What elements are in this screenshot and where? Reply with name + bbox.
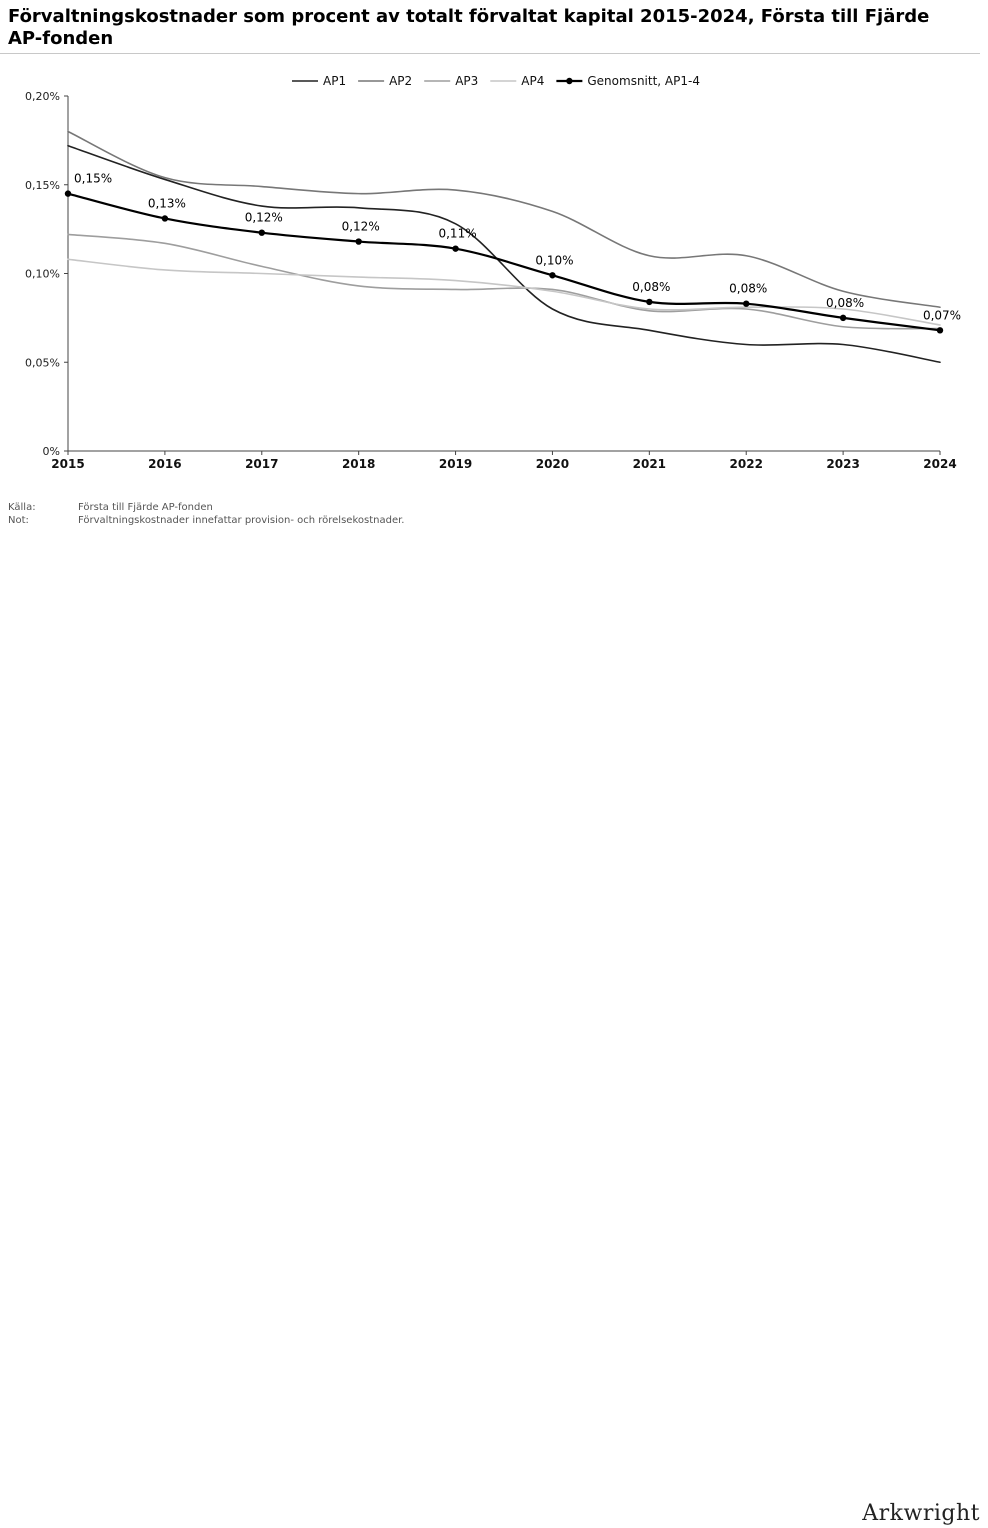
data-label: 0,08% xyxy=(632,280,670,294)
x-tick-label: 2020 xyxy=(536,457,569,471)
axes: 0% 0,05% 0,10% 0,15% 0,20% 2015 2016 2017 2018 20… xyxy=(25,90,957,471)
footnote-note: Not: Förvaltningskostnader innefattar pr… xyxy=(8,514,404,527)
data-label: 0,13% xyxy=(148,196,186,210)
data-point-genomsnitt-ap1-4 xyxy=(161,215,169,222)
legend-label-ap4: AP4 xyxy=(521,74,544,88)
y-tick-label: 0,10% xyxy=(25,268,60,281)
series-line-ap1 xyxy=(67,144,941,364)
legend-label-ap3: AP3 xyxy=(455,74,478,88)
data-point-genomsnitt-ap1-4 xyxy=(355,238,362,245)
legend: AP1 AP2 AP3 AP4 Genomsnitt, AP1-4 xyxy=(292,74,700,88)
data-label: 0,07% xyxy=(923,308,961,322)
footnote-note-key: Not: xyxy=(8,515,29,526)
data-label: 0,12% xyxy=(245,211,283,225)
data-point-genomsnitt-ap1-4 xyxy=(452,245,459,252)
series-line-ap3 xyxy=(67,233,941,330)
x-tick-label: 2018 xyxy=(342,457,375,471)
data-point-genomsnitt-ap1-4 xyxy=(646,298,653,306)
x-tick-label: 2017 xyxy=(245,457,278,471)
series-line-ap4 xyxy=(67,258,941,326)
legend-label-ap2: AP2 xyxy=(389,74,412,88)
data-labels: 0,15% 0,13% 0,12% 0,12% 0,11% 0,10% 0,08% 0,08%… xyxy=(74,172,961,323)
title-divider xyxy=(0,53,980,54)
data-label: 0,08% xyxy=(729,282,767,296)
y-tick-label: 0,05% xyxy=(25,356,60,369)
x-tick-label: 2019 xyxy=(439,457,472,471)
page-title: Förvaltningskostnader som procent av tot… xyxy=(8,6,930,49)
x-tick-label: 2016 xyxy=(148,457,181,471)
footnote-source-key: Källa: xyxy=(8,502,36,513)
data-point-genomsnitt-ap1-4 xyxy=(936,327,944,334)
line-chart: 0% 0,05% 0,10% 0,15% 0,20% 2015 2016 2017 2018 20… xyxy=(25,74,961,471)
data-point-genomsnitt-ap1-4 xyxy=(64,190,72,197)
data-point-genomsnitt-ap1-4 xyxy=(839,314,847,322)
data-label: 0,12% xyxy=(342,220,380,234)
series-lines xyxy=(64,130,944,364)
legend-label-genomsnitt-ap1-4: Genomsnitt, AP1-4 xyxy=(587,74,700,88)
y-tick-label: 0,20% xyxy=(25,90,60,103)
data-label: 0,10% xyxy=(535,253,573,267)
data-point-genomsnitt-ap1-4 xyxy=(549,272,556,279)
arkwright-logo: Arkwright xyxy=(862,1501,980,1526)
x-tick-label: 2024 xyxy=(923,457,956,471)
data-label: 0,11% xyxy=(438,227,476,241)
footnote-note-text: Förvaltningskostnader innefattar provisi… xyxy=(78,515,405,526)
footnotes: Källa: Första till Fjärde AP-fonden Not:… xyxy=(8,501,404,527)
legend-label-ap1: AP1 xyxy=(323,74,346,88)
y-tick-label: 0% xyxy=(43,445,60,458)
x-tick-label: 2021 xyxy=(633,457,666,471)
data-point-genomsnitt-ap1-4 xyxy=(258,229,265,236)
y-tick-label: 0,15% xyxy=(25,179,60,192)
series-line-ap2 xyxy=(67,130,941,309)
x-tick-label: 2015 xyxy=(51,457,84,471)
data-label: 0,08% xyxy=(826,296,864,310)
footnote-source-text: Första till Fjärde AP-fonden xyxy=(78,502,213,513)
data-point-genomsnitt-ap1-4 xyxy=(743,300,750,307)
series-line-genomsnitt-ap1-4 xyxy=(66,192,942,332)
x-tick-label: 2022 xyxy=(730,457,763,471)
legend-marker-genomsnitt-ap1-4 xyxy=(566,77,573,85)
x-tick-label: 2023 xyxy=(826,457,859,471)
data-label: 0,15% xyxy=(74,172,112,186)
footnote-source: Källa: Första till Fjärde AP-fonden xyxy=(8,501,404,514)
